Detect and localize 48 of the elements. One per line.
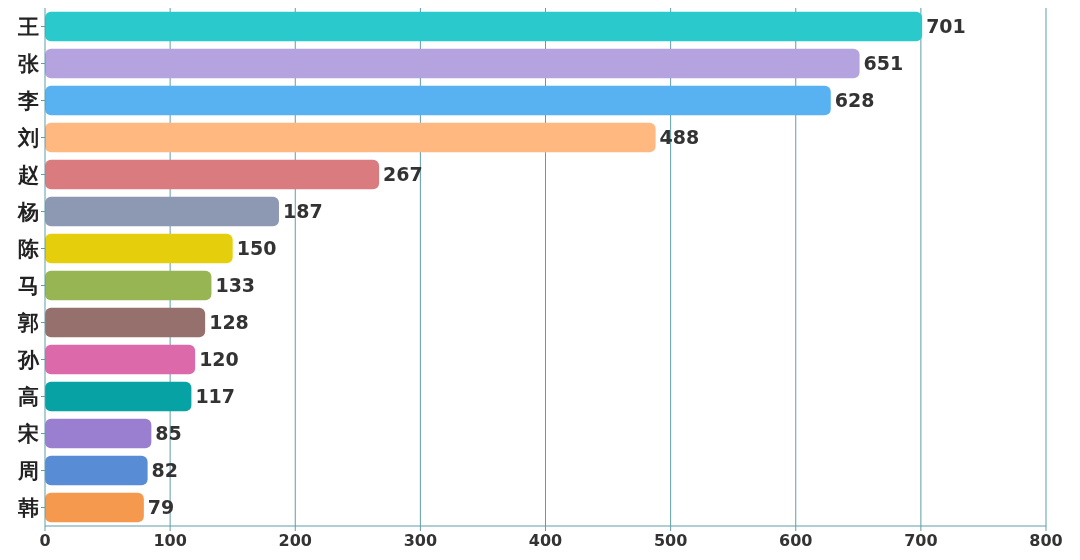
data-label: 120 [199, 348, 239, 371]
data-label: 701 [926, 15, 966, 38]
bar [45, 233, 233, 264]
data-label: 628 [834, 89, 875, 112]
bar [45, 48, 860, 79]
data-label: 651 [863, 52, 904, 75]
y-tick-label: 高 [18, 384, 39, 409]
y-tick-label: 马 [18, 273, 39, 298]
y-tick-label: 宋 [17, 421, 39, 446]
y-tick-label: 张 [18, 51, 40, 76]
y-tick-label: 韩 [17, 495, 39, 520]
y-tick-label: 周 [17, 458, 39, 483]
y-tick-label: 郭 [17, 310, 39, 335]
x-tick-label: 300 [403, 531, 438, 550]
bar [45, 11, 923, 42]
y-tick-label: 赵 [17, 162, 39, 187]
data-label: 133 [215, 274, 256, 297]
data-label: 79 [147, 496, 175, 519]
y-tick-label: 陈 [18, 236, 39, 261]
data-label: 150 [236, 237, 277, 260]
bar [45, 196, 279, 227]
data-label: 85 [155, 422, 182, 445]
x-tick-label: 800 [1029, 531, 1063, 550]
bar [45, 381, 192, 412]
bar [45, 344, 196, 375]
x-tick-label: 100 [153, 531, 187, 550]
x-tick-label: 700 [904, 531, 938, 550]
data-label: 82 [151, 459, 179, 482]
bar [45, 122, 656, 153]
x-tick-label: 200 [278, 531, 312, 550]
y-tick-label: 王 [17, 14, 39, 39]
bar [45, 492, 144, 523]
x-tick-label: 400 [528, 531, 563, 550]
y-tick-label: 刘 [17, 125, 39, 150]
bar [45, 85, 831, 116]
bar [45, 455, 148, 486]
data-label: 117 [195, 385, 236, 408]
y-tick-label: 孙 [17, 347, 40, 372]
x-tick-label: 500 [653, 531, 688, 550]
x-tick-label: 600 [779, 531, 813, 550]
x-tick-label: 0 [39, 531, 51, 550]
y-tick-label: 杨 [17, 199, 39, 224]
data-label: 128 [209, 311, 249, 334]
bar [45, 418, 152, 449]
bar [45, 270, 212, 301]
y-tick-label: 李 [17, 88, 39, 113]
bar [45, 307, 206, 338]
bar [45, 159, 380, 190]
